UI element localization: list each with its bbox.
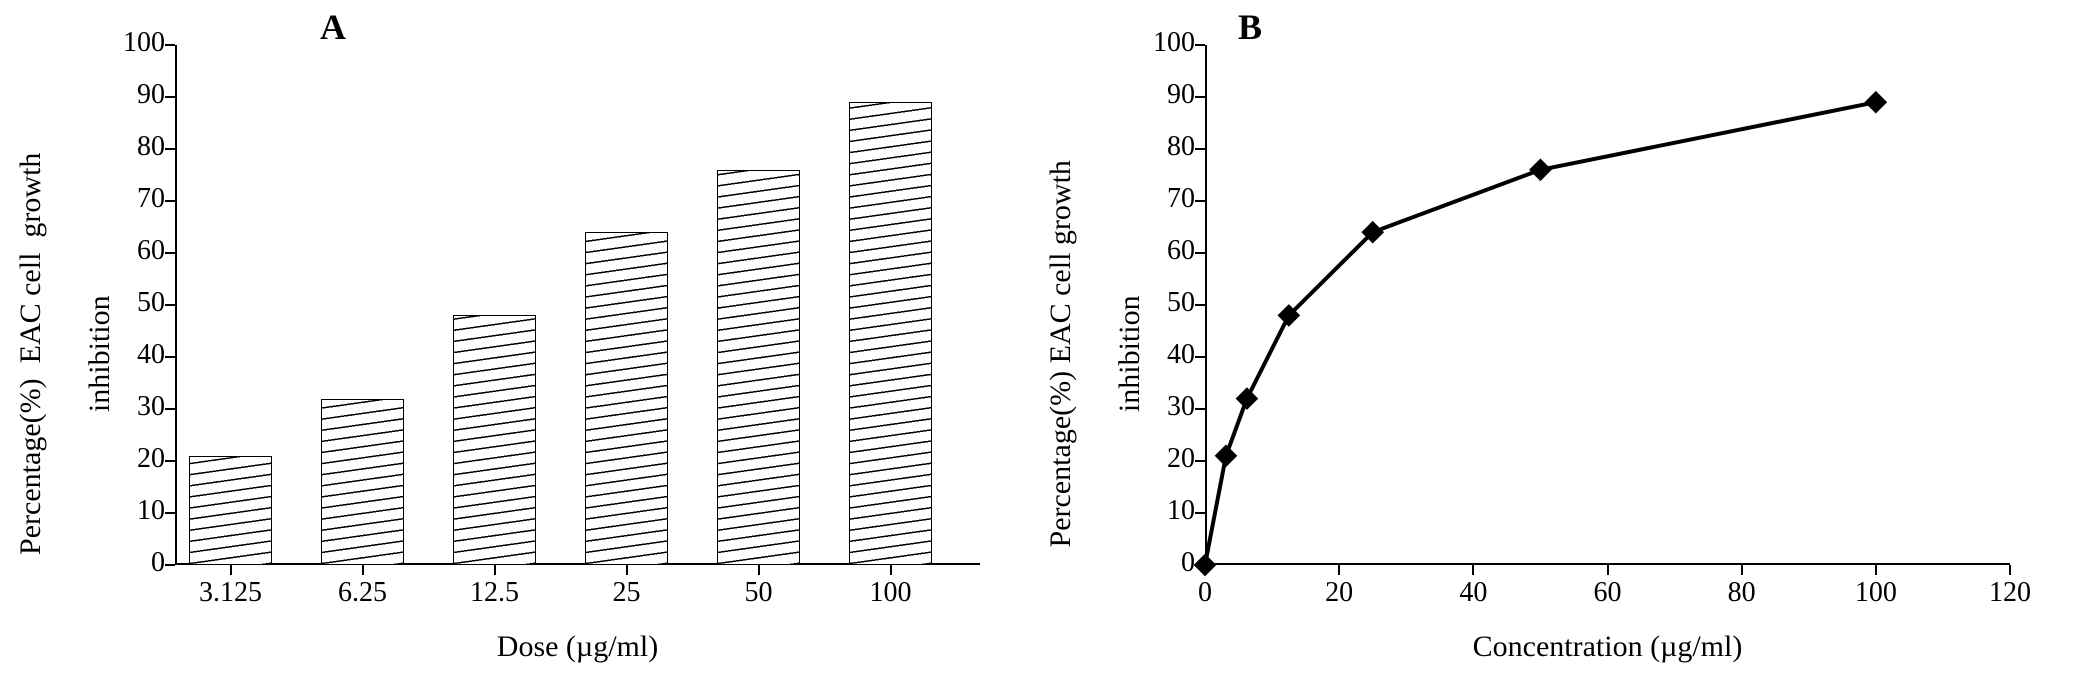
panel-b-ytick-label: 80: [1115, 131, 1195, 163]
panel-a-ytick-mark: [165, 512, 175, 514]
panel-a-ytick-label: 10: [85, 495, 165, 527]
panel-a-xtick-label: 25: [567, 577, 687, 609]
panel-a-xtick-mark: [758, 565, 760, 575]
panel-b-ytick-label: 40: [1115, 339, 1195, 371]
panel-b-ytick-label: 90: [1115, 79, 1195, 111]
panel-b-ytick-label: 100: [1115, 27, 1195, 59]
panel-b-xtick-label: 0: [1155, 577, 1255, 609]
panel-b-xlabel: Concentration (µg/ml): [1205, 630, 2010, 664]
panel-b-ytick-mark: [1195, 252, 1205, 254]
panel-b-xtick-mark: [1607, 565, 1609, 575]
panel-a-ytick-label: 0: [85, 547, 165, 579]
panel-a-bar: [849, 102, 932, 565]
panel-b-ytick-label: 30: [1115, 391, 1195, 423]
panel-b-ytick-label: 10: [1115, 495, 1195, 527]
panel-b-marker: [1215, 444, 1238, 467]
panel-a-ytick-label: 20: [85, 443, 165, 475]
panel-a-bar: [189, 456, 272, 565]
panel-a-ytick-mark: [165, 304, 175, 306]
panel-b-xtick-label: 60: [1558, 577, 1658, 609]
panel-a-ytick-mark: [165, 96, 175, 98]
panel-a-xtick-mark: [362, 565, 364, 575]
panel-b-xtick-label: 40: [1423, 577, 1523, 609]
panel-b-marker: [1194, 554, 1217, 577]
panel-b-ytick-mark: [1195, 96, 1205, 98]
panel-b-ytick-mark: [1195, 304, 1205, 306]
panel-b-letter: B: [1238, 6, 1262, 48]
panel-a-plot: 0102030405060708090100 3.1256.2512.52550…: [175, 45, 980, 565]
panel-a-ytick-mark: [165, 200, 175, 202]
panel-b-xtick-mark: [1875, 565, 1877, 575]
panel-b-ylabel-line1: Percentage(%) EAC cell growth: [1043, 160, 1076, 547]
panel-b-plot: 0102030405060708090100 020406080100120: [1205, 45, 2010, 565]
panel-b-ytick-label: 20: [1115, 443, 1195, 475]
panel-b-ytick-mark: [1195, 356, 1205, 358]
panel-a-ytick-label: 60: [85, 235, 165, 267]
panel-b-ytick-label: 50: [1115, 287, 1195, 319]
panel-a-ytick-mark: [165, 44, 175, 46]
panel-a-ytick-mark: [165, 408, 175, 410]
panel-b-xtick-mark: [1741, 565, 1743, 575]
panel-a-ytick-label: 100: [85, 27, 165, 59]
panel-b-line-svg: [1205, 45, 2010, 565]
panel-b-ytick-mark: [1195, 460, 1205, 462]
panel-a-yaxis: [175, 45, 177, 565]
panel-b-ytick-label: 60: [1115, 235, 1195, 267]
panel-a-xlabel: Dose (µg/ml): [175, 630, 980, 664]
panel-a-ytick-label: 90: [85, 79, 165, 111]
panel-a-xtick-label: 6.25: [303, 577, 423, 609]
panel-b-xtick-label: 20: [1289, 577, 1389, 609]
panel-b-xtick-label: 100: [1826, 577, 1926, 609]
panel-b-marker: [1865, 91, 1888, 114]
panel-b-marker: [1236, 387, 1259, 410]
panel-b-ytick-mark: [1195, 200, 1205, 202]
panel-b-marker: [1529, 158, 1552, 181]
panel-a-ytick-mark: [165, 356, 175, 358]
panel-a-xtick-mark: [230, 565, 232, 575]
panel-b-xtick-label: 120: [1960, 577, 2060, 609]
panel-b-ytick-label: 70: [1115, 183, 1195, 215]
panel-b: B Percentage(%) EAC cell growth inhibiti…: [1030, 0, 2075, 693]
panel-a-ytick-mark: [165, 252, 175, 254]
panel-b-ytick-mark: [1195, 408, 1205, 410]
panel-b-xtick-mark: [2009, 565, 2011, 575]
panel-a-xtick-mark: [890, 565, 892, 575]
panel-a-xtick-mark: [626, 565, 628, 575]
panel-a-xtick-label: 12.5: [435, 577, 555, 609]
panel-a-xtick-label: 50: [699, 577, 819, 609]
panel-a-bar: [453, 315, 536, 565]
panel-a: A Percentage(%) EAC cell growth inhibiti…: [0, 0, 1030, 693]
panel-a-bar: [321, 399, 404, 565]
panel-a-bar: [717, 170, 800, 565]
panel-b-ytick-mark: [1195, 44, 1205, 46]
panel-b-xtick-label: 80: [1692, 577, 1792, 609]
figure: A Percentage(%) EAC cell growth inhibiti…: [0, 0, 2075, 693]
panel-a-letter: A: [320, 6, 346, 48]
panel-a-ytick-label: 70: [85, 183, 165, 215]
panel-a-xtick-label: 100: [831, 577, 951, 609]
panel-a-xtick-mark: [494, 565, 496, 575]
panel-a-ytick-mark: [165, 460, 175, 462]
panel-a-ytick-label: 30: [85, 391, 165, 423]
panel-a-ytick-mark: [165, 564, 175, 566]
panel-b-ytick-label: 0: [1115, 547, 1195, 579]
panel-a-ytick-mark: [165, 148, 175, 150]
panel-a-bar: [585, 232, 668, 565]
panel-b-xtick-mark: [1338, 565, 1340, 575]
panel-a-ytick-label: 40: [85, 339, 165, 371]
panel-b-ytick-mark: [1195, 148, 1205, 150]
panel-b-ytick-mark: [1195, 512, 1205, 514]
panel-a-ytick-label: 50: [85, 287, 165, 319]
panel-a-ylabel-line1: Percentage(%) EAC cell growth: [13, 153, 46, 555]
panel-a-ytick-label: 80: [85, 131, 165, 163]
panel-a-xtick-label: 3.125: [171, 577, 291, 609]
panel-b-xtick-mark: [1472, 565, 1474, 575]
